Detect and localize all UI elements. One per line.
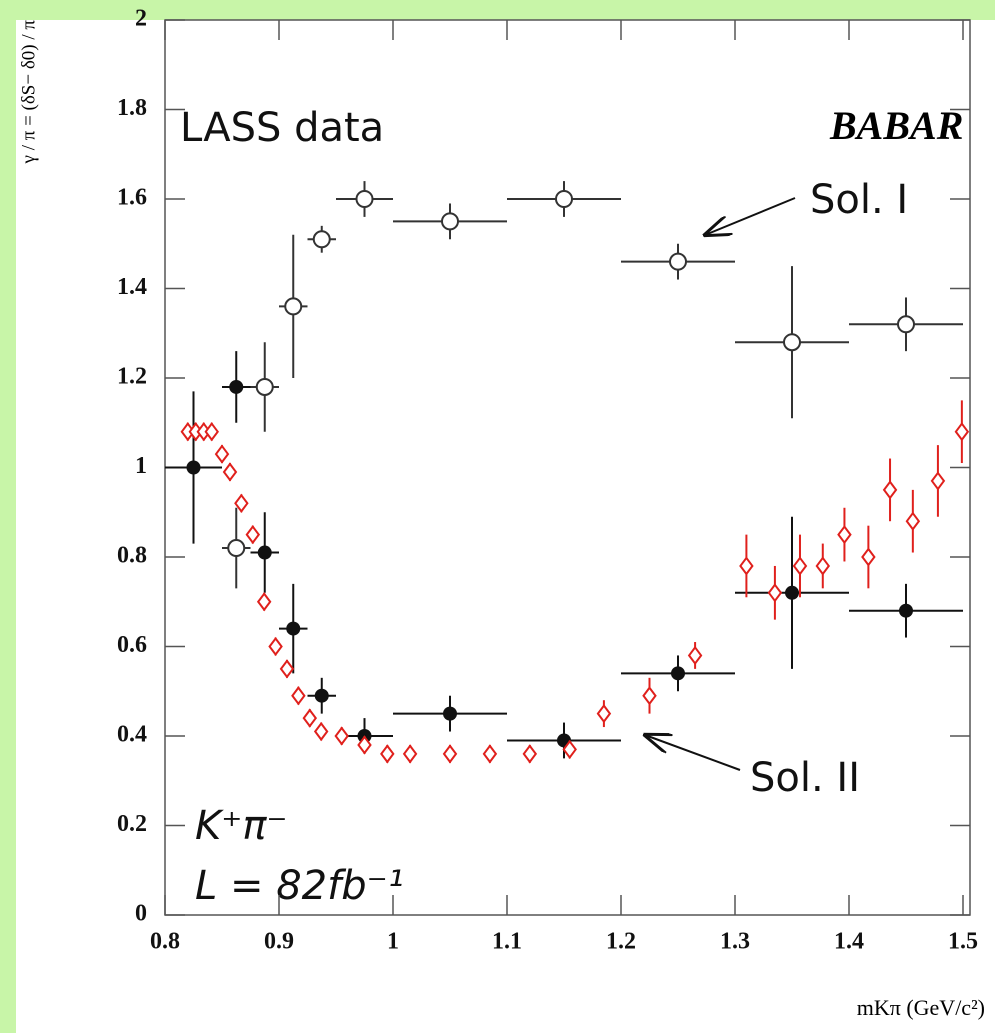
marker [897, 315, 915, 334]
marker [313, 721, 329, 742]
marker [442, 744, 458, 764]
marker [268, 636, 283, 657]
marker [443, 706, 457, 721]
x-tick-label: 0.8 [150, 929, 180, 955]
series-label: Sol. I [810, 177, 908, 223]
marker [227, 539, 246, 558]
marker [785, 585, 799, 600]
y-tick-label: 1.2 [117, 364, 147, 390]
marker [522, 744, 538, 764]
y-tick-label: 0 [135, 901, 147, 927]
marker [642, 686, 657, 706]
annotation: K⁺π⁻ [195, 803, 288, 849]
series-label: LASS data [180, 105, 384, 151]
marker [284, 297, 303, 316]
marker [687, 645, 703, 666]
marker [256, 592, 272, 612]
annotation: L = 82fb⁻¹ [195, 863, 404, 909]
x-tick-label: 1.3 [720, 929, 750, 955]
x-axis-label: mKπ (GeV/c²) [857, 995, 985, 1020]
marker [286, 621, 301, 636]
y-tick-label: 0.2 [117, 811, 147, 837]
y-tick-label: 1 [135, 453, 147, 479]
marker [861, 547, 876, 567]
marker [739, 556, 754, 576]
marker [314, 688, 329, 703]
y-tick-label: 0.6 [117, 632, 147, 658]
marker [334, 726, 349, 746]
arrow [705, 197, 796, 235]
y-tick-label: 0.8 [117, 543, 147, 569]
y-tick-label: 0.4 [117, 722, 147, 748]
marker [671, 666, 685, 681]
marker [562, 739, 577, 760]
marker [882, 480, 898, 500]
x-tick-label: 0.9 [264, 929, 294, 955]
marker [482, 744, 498, 764]
marker [255, 377, 274, 396]
marker [815, 556, 831, 576]
marker [291, 686, 306, 706]
arrow [645, 735, 741, 771]
marker [669, 252, 687, 271]
chart-background [16, 20, 995, 1033]
marker [899, 603, 913, 618]
series-label: Sol. II [750, 755, 860, 801]
marker [214, 444, 230, 464]
marker [204, 422, 219, 442]
x-tick-label: 1.2 [606, 929, 636, 955]
experiment-logo: BABAR [829, 103, 963, 148]
marker [245, 524, 261, 545]
marker [402, 744, 418, 764]
marker [380, 744, 395, 764]
marker [837, 524, 852, 545]
marker [279, 659, 295, 679]
y-tick-label: 1.6 [117, 185, 147, 211]
y-tick-label: 1.8 [117, 95, 147, 121]
marker [312, 230, 331, 249]
marker [783, 333, 801, 352]
marker [767, 583, 783, 603]
marker [357, 735, 372, 755]
x-tick-label: 1.5 [948, 929, 978, 955]
y-axis-label: γ / π = (δS− δ0) / π [18, 20, 39, 165]
marker [257, 545, 272, 560]
marker [792, 556, 808, 576]
marker [954, 422, 970, 442]
marker [222, 462, 238, 482]
marker [555, 190, 573, 208]
marker [355, 190, 374, 208]
marker [186, 460, 201, 475]
x-tick-label: 1.4 [834, 929, 864, 955]
marker [905, 511, 921, 531]
y-tick-label: 1.4 [117, 274, 147, 300]
x-tick-label: 1 [387, 929, 399, 955]
marker [234, 493, 249, 513]
marker [441, 212, 459, 231]
marker [302, 708, 318, 728]
x-tick-label: 1.1 [492, 929, 522, 955]
marker [930, 471, 946, 491]
marker [596, 703, 612, 724]
marker [229, 379, 244, 394]
y-tick-label: 2 [135, 6, 147, 32]
